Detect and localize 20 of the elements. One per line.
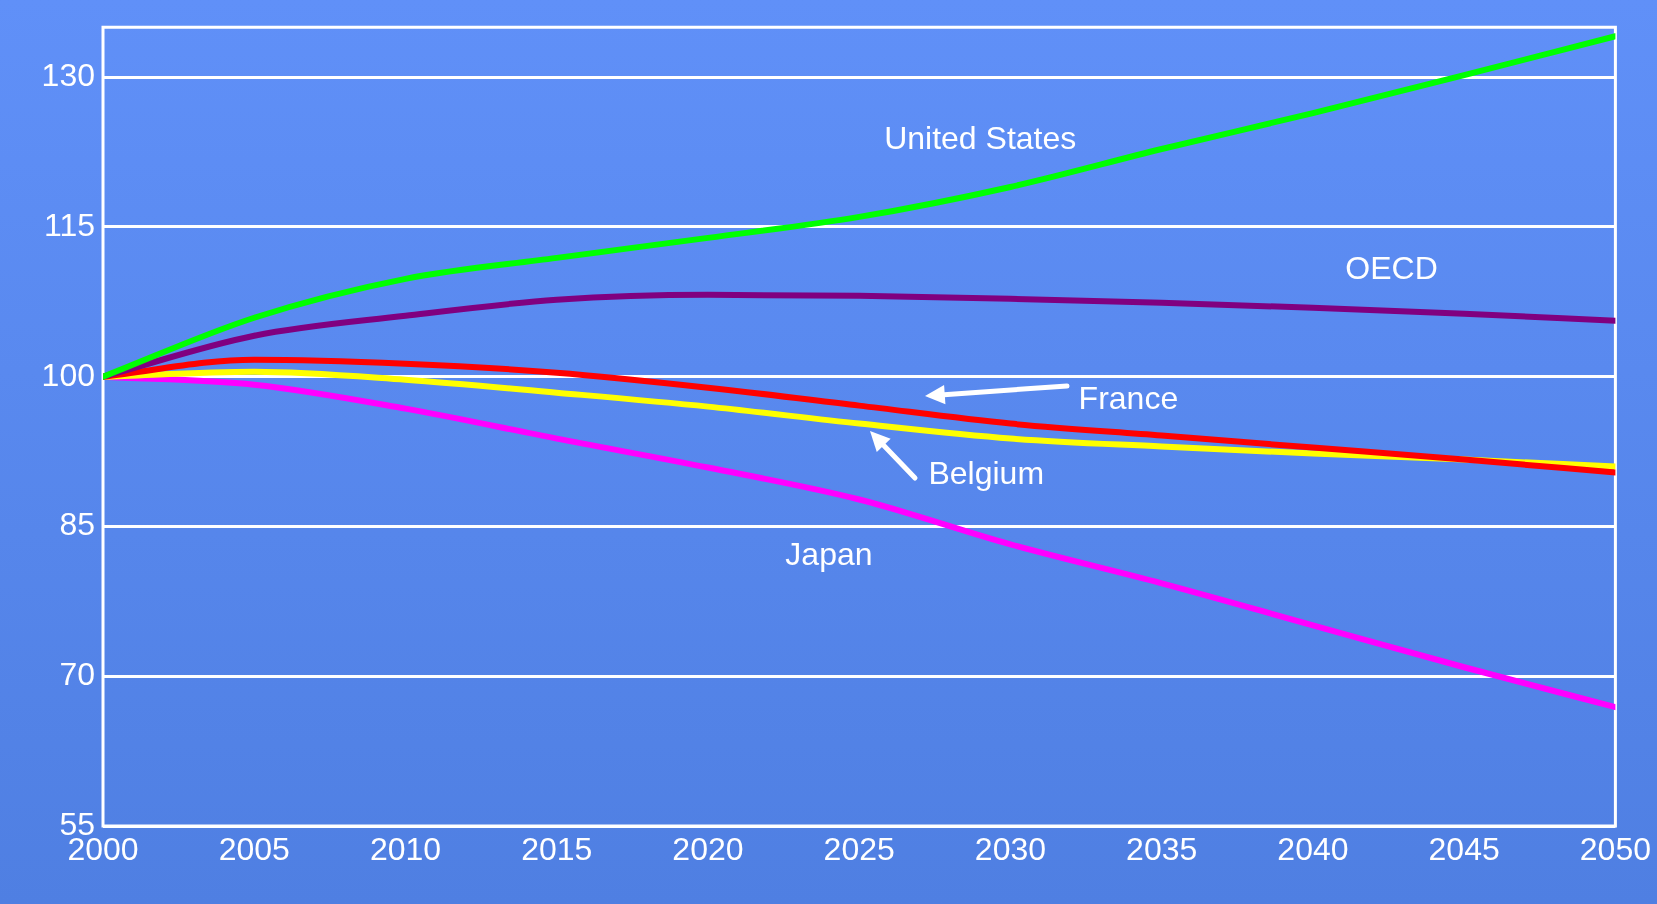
x-tick-label: 2040 — [1277, 831, 1349, 868]
series-label: Belgium — [928, 455, 1045, 492]
y-tick-label: 130 — [41, 56, 95, 93]
y-tick-label: 70 — [59, 656, 95, 693]
x-tick-label: 2005 — [218, 831, 290, 868]
series-label: Japan — [785, 536, 873, 573]
x-tick-label: 2025 — [823, 831, 895, 868]
x-tick-label: 2050 — [1579, 831, 1651, 868]
x-tick-label: 2010 — [369, 831, 442, 868]
x-tick-label: 2020 — [672, 831, 744, 868]
x-tick-label: 2035 — [1126, 831, 1198, 868]
y-tick-label: 115 — [43, 206, 95, 243]
x-tick-label: 2015 — [521, 831, 593, 868]
x-tick-label: 2045 — [1428, 831, 1500, 868]
series-label: France — [1078, 380, 1179, 417]
series-label: United States — [884, 119, 1077, 156]
x-tick-label: 2030 — [974, 831, 1047, 868]
series-label: OECD — [1345, 249, 1438, 286]
y-tick-label: 85 — [59, 506, 95, 543]
y-tick-label: 100 — [41, 356, 95, 393]
